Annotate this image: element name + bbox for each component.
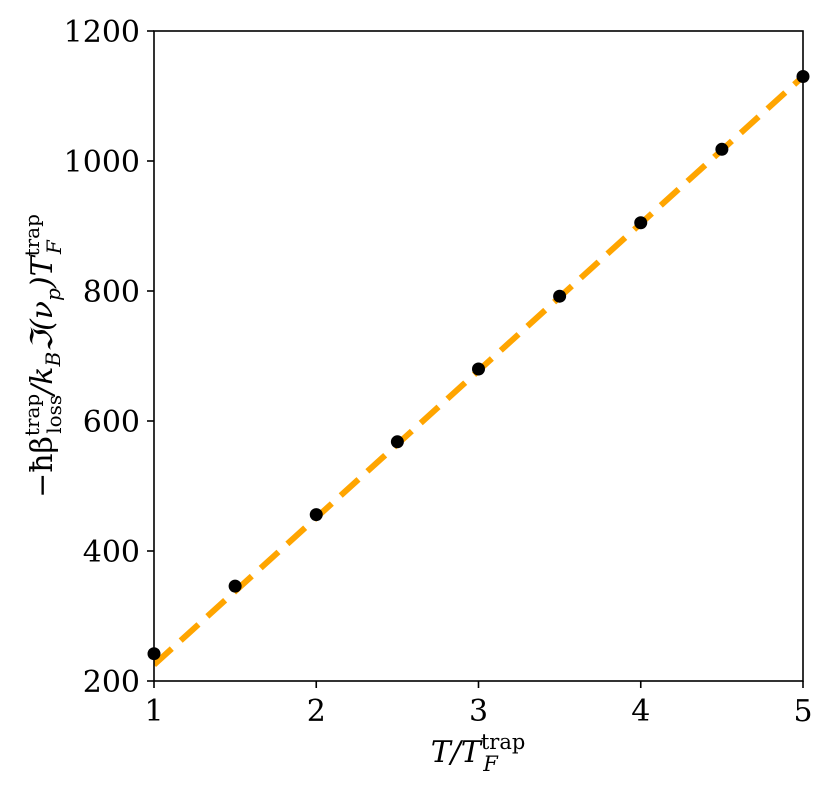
data-point — [472, 362, 485, 376]
x-axis: 1 2 3 4 5 — [144, 681, 813, 729]
x-tick-label: 1 — [144, 694, 163, 729]
data-point — [390, 435, 404, 449]
data-point — [553, 289, 567, 303]
y-axis-title: −ħβtraploss/kBℑ(νp)TtrapF — [20, 214, 66, 498]
y-axis: 200 400 600 800 1000 1200 — [64, 15, 154, 700]
x-tick-label: 5 — [793, 694, 812, 729]
data-point — [228, 579, 242, 593]
y-tick-label: 800 — [83, 275, 140, 310]
x-tick-label: 2 — [307, 694, 326, 729]
data-point — [715, 142, 729, 156]
x-axis-title: T/Ttrap F — [431, 730, 526, 776]
x-tick-label: 4 — [631, 694, 650, 729]
y-tick-label: 200 — [83, 665, 140, 700]
y-tick-label: 1200 — [64, 15, 140, 50]
y-tick-label: 600 — [83, 405, 140, 440]
y-tick-label: 1000 — [64, 145, 140, 180]
y-tick-label: 400 — [83, 535, 140, 570]
data-point — [634, 216, 648, 230]
plot-frame — [153, 30, 804, 682]
points-layer — [147, 70, 810, 661]
x-tick-label: 3 — [469, 694, 488, 729]
data-point — [309, 508, 323, 522]
